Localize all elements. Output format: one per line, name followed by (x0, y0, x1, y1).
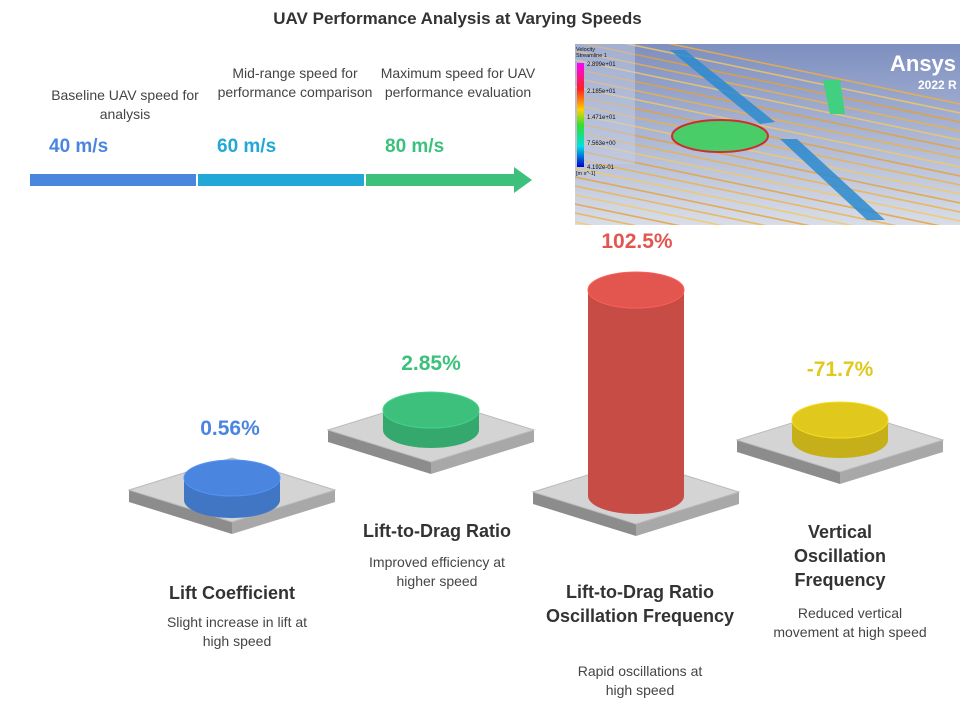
legend-tick: 2.185e+01 (587, 89, 616, 95)
timeline-speed-80: 80 m/s (385, 136, 445, 157)
streamline (575, 140, 960, 222)
legend-unit: [m s^-1] (576, 171, 596, 177)
arrow-head-icon (514, 167, 532, 193)
streamline (667, 44, 960, 105)
cylinder-ld-oscillation-body (588, 290, 684, 514)
cylinder-vertical-oscillation-top (791, 401, 889, 439)
timeline-segment-40 (30, 174, 196, 186)
metric-value-vertical-oscillation: -71.7% (806, 358, 874, 381)
platform-lift-to-drag-right (431, 430, 534, 474)
metric-value-lift-coefficient: 0.56% (200, 417, 260, 440)
streamline (575, 176, 810, 225)
timeline-segment-80 (366, 174, 516, 186)
streamline (575, 185, 767, 225)
timeline-arrow (30, 167, 532, 193)
metric-title-lift-coefficient: Lift Coefficient (169, 583, 295, 603)
timeline-desc-60: Mid-range speed for performance comparis… (217, 65, 373, 100)
metric-desc-vertical-oscillation: Reduced vertical movement at high speed (773, 605, 927, 640)
streamline (575, 167, 854, 225)
platform-ld-oscillation-right (636, 492, 739, 536)
ansys-simulation-image: Velocity Streamline 1 2.899e+01 2.185e+0… (575, 44, 960, 225)
streamline (575, 203, 680, 225)
streamline (580, 44, 960, 123)
streamline (575, 122, 960, 204)
legend-subtitle: Streamline 1 (576, 53, 607, 59)
metric-title-lift-to-drag: Lift-to-Drag Ratio (363, 521, 511, 541)
timeline-speed-60: 60 m/s (217, 136, 277, 157)
ansys-version: 2022 R (918, 78, 957, 92)
platform-vertical-oscillation-right (840, 440, 943, 484)
wing-right (780, 139, 885, 220)
timeline-desc-40: Baseline UAV speed for analysis (51, 87, 199, 122)
metric-desc-lift-to-drag: Improved efficiency at higher speed (369, 554, 505, 589)
streamline (575, 50, 960, 132)
legend-title: Velocity (576, 47, 595, 53)
streamline (575, 194, 724, 225)
wing-left (670, 50, 775, 124)
legend-tick: 7.563e+00 (587, 141, 616, 147)
platform-lift-coefficient-right (232, 490, 335, 534)
timeline-speed-40: 40 m/s (49, 136, 109, 157)
streamline (575, 86, 960, 168)
streamline (575, 59, 960, 141)
legend-tick: 1.471e+01 (587, 115, 616, 121)
ansys-logo: Ansys (890, 51, 956, 76)
streamline (575, 113, 960, 195)
metric-title-vertical-oscillation: Vertical Oscillation Frequency (793, 522, 887, 590)
timeline-desc-80: Maximum speed for UAV performance evalua… (380, 65, 536, 100)
page-title: UAV Performance Analysis at Varying Spee… (273, 9, 642, 28)
metric-value-ld-oscillation: 102.5% (601, 230, 673, 253)
legend-tick: 4.192e-01 (587, 165, 615, 171)
cylinder-lift-coefficient-top (183, 459, 281, 497)
timeline-segment-60 (198, 174, 364, 186)
streamline (575, 68, 960, 150)
metric-desc-ld-oscillation: Rapid oscillations at high speed (577, 663, 703, 698)
streamline (575, 104, 960, 186)
platform-lift-coefficient-left (129, 490, 232, 534)
metric-desc-lift-coefficient: Slight increase in lift at high speed (166, 614, 308, 649)
legend-tick: 2.899e+01 (587, 62, 616, 68)
tail-fin (823, 80, 845, 114)
cylinder-lift-to-drag-top (382, 391, 480, 429)
platform-ld-oscillation-left (533, 492, 636, 536)
streamline (575, 131, 960, 213)
streamline (575, 158, 897, 225)
velocity-colorbar (577, 63, 584, 167)
platform-lift-to-drag-left (328, 430, 431, 474)
cylinder-ld-oscillation-top (587, 271, 685, 309)
metric-value-lift-to-drag: 2.85% (401, 352, 461, 375)
fuselage (671, 119, 769, 153)
platform-vertical-oscillation-left (737, 440, 840, 484)
streamline (575, 149, 940, 225)
streamline (624, 44, 960, 114)
metric-title-ld-oscillation: Lift-to-Drag Ratio Oscillation Frequency (545, 582, 735, 626)
